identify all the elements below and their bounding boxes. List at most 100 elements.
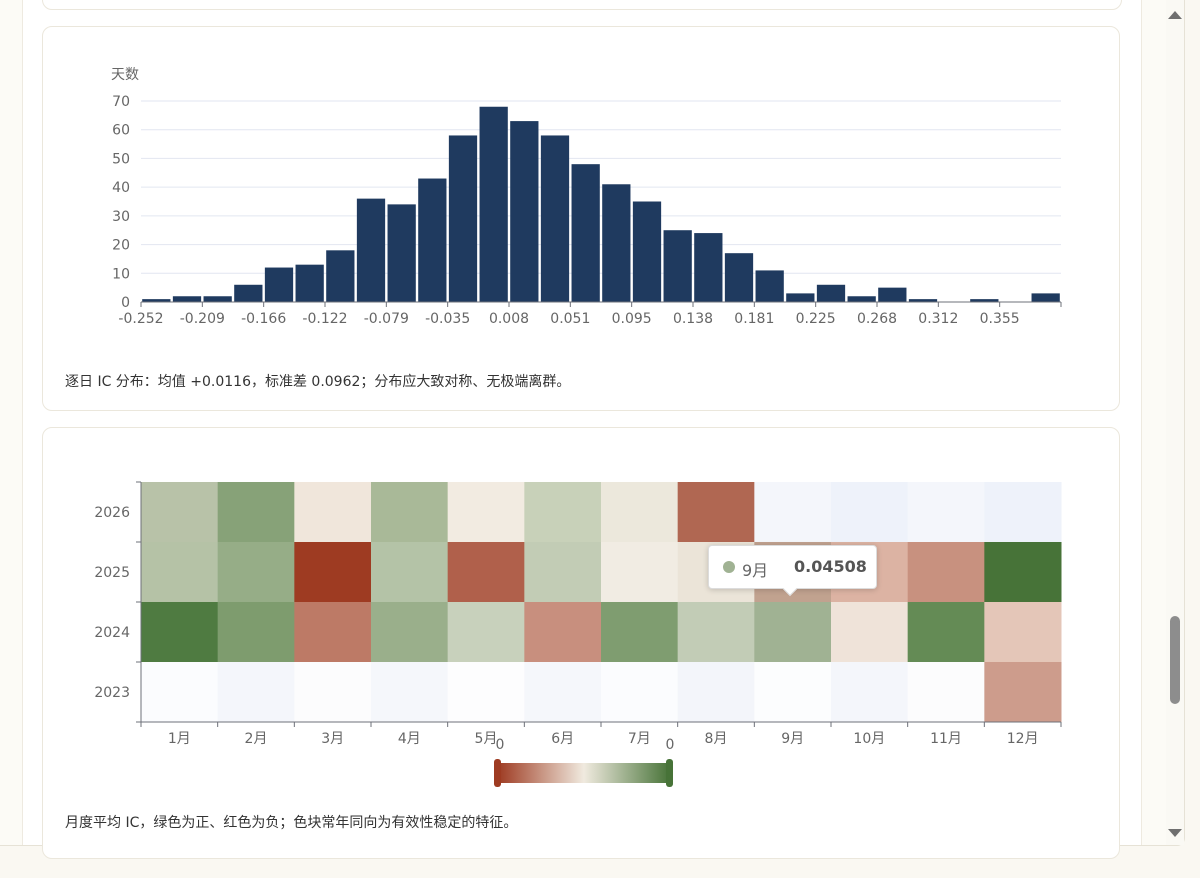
tooltip-series-dot: [723, 561, 735, 573]
heatmap-cell: [601, 662, 679, 723]
heatmap-cell: [907, 662, 985, 723]
heatmap-cell: [907, 482, 985, 543]
x-tick-label: 0.268: [857, 311, 897, 327]
heatmap-cell: [217, 602, 295, 663]
heatmap-cell: [524, 542, 602, 603]
histogram-bar: [816, 284, 846, 302]
heatmap-cell: [984, 542, 1062, 603]
y-tick-label: 2026: [94, 505, 130, 521]
x-tick-label: 0.051: [550, 311, 590, 327]
x-tick-label: 5月: [475, 731, 498, 747]
y-tick-label: 2025: [94, 565, 130, 581]
tooltip-value: 0.04508: [794, 557, 867, 576]
monthly-ic-heatmap-chart: 2026 2025 2024 2023 1月 2月 3月 4月 5月 6月 7月 8月 9月 10月 11月…: [94, 481, 1062, 787]
x-tick-label: 0.355: [980, 311, 1020, 327]
heatmap-cell: [984, 482, 1062, 543]
visualmap-max-label: 0: [666, 737, 675, 753]
heatmap-cell: [524, 662, 602, 723]
heatmap-caption: 月度平均 IC，绿色为正、红色为负；色块常年同向为有效性稳定的特征。: [65, 815, 518, 831]
heatmap-cell: [831, 482, 909, 543]
heatmap-cell: [447, 662, 525, 723]
histogram-caption: 逐日 IC 分布：均值 +0.0116，标准差 0.0962；分布应大致对称、无…: [65, 374, 571, 390]
heatmap-cell: [447, 602, 525, 663]
x-tick-label: 12月: [1007, 731, 1039, 747]
scroll-up-arrow-icon[interactable]: [1168, 11, 1182, 19]
x-tick-label: 0.181: [734, 311, 774, 327]
x-tick-label: 0.312: [918, 311, 958, 327]
heatmap-cell: [524, 602, 602, 663]
x-tick-label: -0.252: [118, 311, 163, 327]
ic-histogram-chart: 0 10 20 30 40 50 60 70 天数 -0.252 -0.209 -0.166 -0.12…: [111, 67, 1062, 327]
heatmap-cell: [677, 602, 755, 663]
y-tick-label: 60: [112, 123, 130, 139]
heatmap-cell: [601, 602, 679, 663]
y-tick-label: 40: [112, 180, 130, 196]
heatmap-cell: [294, 542, 372, 603]
y-tick-label: 50: [112, 151, 130, 167]
tooltip-label: 9月: [742, 561, 769, 580]
heatmap-cell: [984, 662, 1062, 723]
x-tick-label: 0.225: [796, 311, 836, 327]
histogram-bar: [724, 253, 754, 302]
x-tick-label: 0.008: [489, 311, 529, 327]
x-tick-label: -0.079: [364, 311, 409, 327]
x-tick-label: 4月: [398, 731, 421, 747]
heatmap-cell: [831, 662, 909, 723]
heatmap-cell: [677, 662, 755, 723]
visualmap-min-label: 0: [496, 737, 505, 753]
heatmap-cell: [217, 542, 295, 603]
heatmap-cell: [141, 542, 219, 603]
x-tick-label: 1月: [168, 731, 191, 747]
visualmap-handle-max: [666, 759, 673, 787]
histogram-bar: [448, 135, 478, 302]
heatmap-cell: [907, 602, 985, 663]
x-tick-label: -0.166: [241, 311, 286, 327]
x-tick-label: 0.138: [673, 311, 713, 327]
heatmap-cell: [371, 662, 449, 723]
y-tick-label: 20: [112, 238, 130, 254]
histogram-bar: [663, 230, 692, 302]
x-tick-label: 10月: [853, 731, 885, 747]
scrollbar-thumb[interactable]: [1170, 616, 1180, 704]
x-tick-label: 2月: [245, 731, 268, 747]
y-tick-label: 30: [112, 209, 130, 225]
histogram-bar: [970, 299, 999, 302]
histogram-bar: [172, 296, 202, 302]
histogram-bar: [786, 293, 815, 302]
y-axis-title: 天数: [111, 67, 139, 83]
heatmap-tooltip: 9月 0.04508: [708, 545, 877, 597]
y-tick-label: 0: [121, 295, 130, 311]
histogram-bar: [203, 296, 232, 302]
heatmap-cell: [831, 602, 909, 663]
histogram-bar: [356, 198, 386, 302]
histogram-bar: [142, 299, 171, 302]
histogram-bar: [510, 121, 539, 302]
heatmap-cell: [754, 482, 832, 543]
heatmap-cell: [141, 482, 219, 543]
x-tick-label: 0.095: [612, 311, 652, 327]
previous-card-edge: [42, 0, 1122, 10]
monthly-ic-heatmap-card: 2026 2025 2024 2023 1月 2月 3月 4月 5月 6月 7月 8月 9月 10月 11月…: [42, 427, 1120, 859]
y-tick-label: 2024: [94, 625, 130, 641]
scroll-down-arrow-icon[interactable]: [1168, 829, 1182, 837]
histogram-bar: [295, 264, 324, 302]
heatmap-cell: [141, 602, 219, 663]
histogram-bar: [755, 270, 784, 302]
x-tick-label: 8月: [705, 731, 728, 747]
heatmap-cell: [447, 542, 525, 603]
heatmap-cell: [294, 482, 372, 543]
histogram-bar: [878, 287, 907, 302]
histogram-bar: [234, 284, 263, 302]
x-tick-label: 11月: [930, 731, 962, 747]
histogram-bar: [540, 135, 570, 302]
x-tick-label: -0.122: [302, 311, 347, 327]
x-tick-label: 7月: [628, 731, 651, 747]
ic-histogram-card: 0 10 20 30 40 50 60 70 天数 -0.252 -0.209 -0.166 -0.12…: [42, 26, 1120, 411]
histogram-bar: [694, 233, 723, 302]
histogram-bar: [847, 296, 876, 302]
vertical-scrollbar[interactable]: [1166, 0, 1184, 845]
heatmap-cell: [141, 662, 219, 723]
heatmap-cell: [217, 662, 295, 723]
x-tick-label: 9月: [781, 731, 804, 747]
visualmap-handle-min: [494, 759, 501, 787]
